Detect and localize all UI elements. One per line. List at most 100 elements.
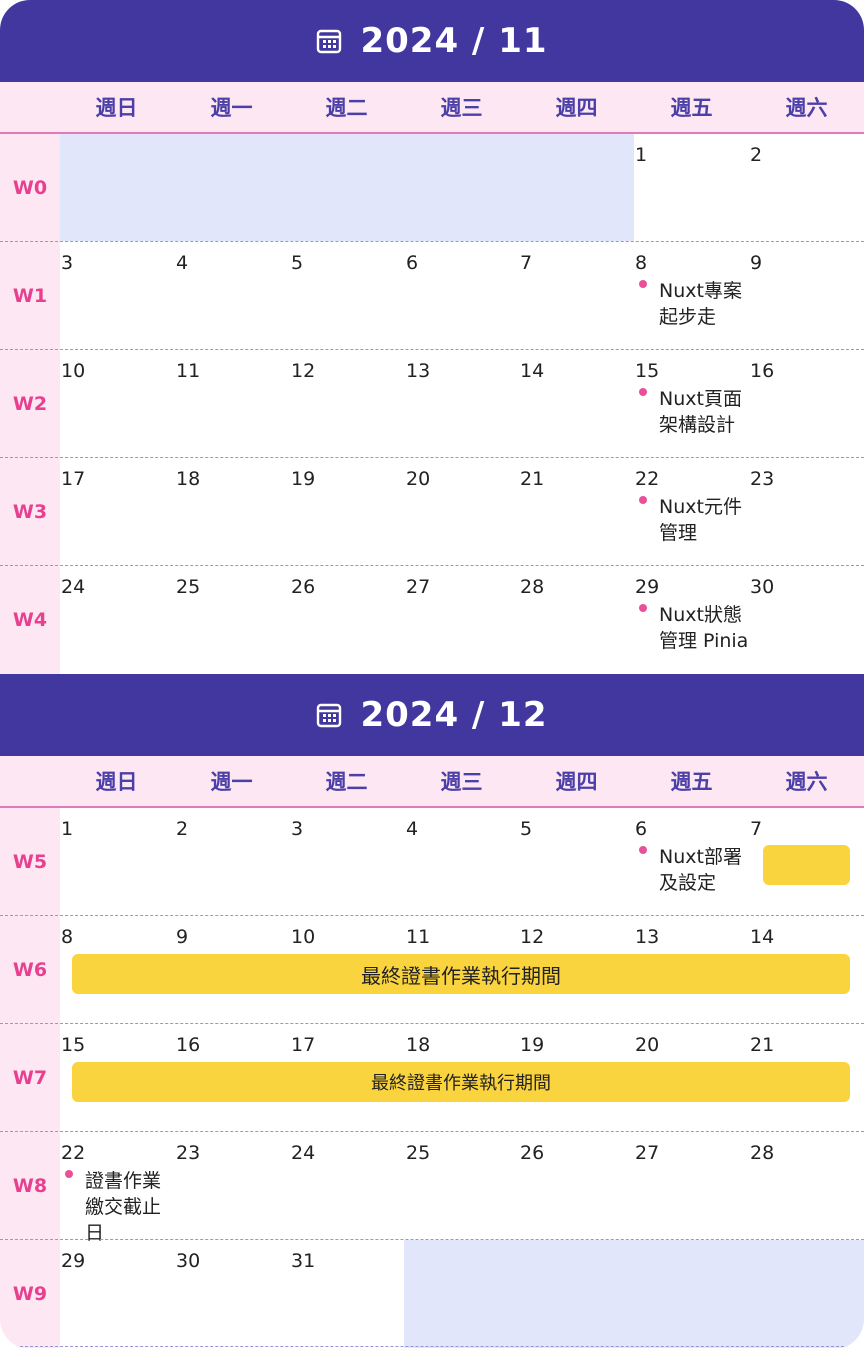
- month-november: 2024 / 11 週日 週一 週二 週三 週四 週五 週六 W0 1 2 W1…: [0, 0, 864, 674]
- weekday-label: 週五: [670, 96, 713, 120]
- week-divider: [0, 1131, 864, 1132]
- event-dot: [639, 496, 647, 504]
- event-line: 證書作業: [85, 1170, 162, 1192]
- event-dot: [65, 1170, 73, 1178]
- day-number[interactable]: 20: [406, 468, 431, 490]
- week-divider: [0, 1346, 864, 1347]
- day-number[interactable]: 23: [750, 468, 775, 490]
- day-number[interactable]: 5: [520, 818, 533, 840]
- day-number[interactable]: 22: [61, 1142, 86, 1164]
- event-line: Nuxt部署: [659, 846, 742, 868]
- day-number[interactable]: 15: [635, 360, 660, 382]
- day-number[interactable]: 3: [61, 252, 74, 274]
- day-number[interactable]: 16: [176, 1034, 201, 1056]
- week-label: W8: [0, 1132, 60, 1240]
- day-number[interactable]: 31: [291, 1250, 316, 1272]
- day-number[interactable]: 27: [406, 576, 431, 598]
- day-number[interactable]: 29: [635, 576, 660, 598]
- event-item[interactable]: Nuxt元件 管理: [659, 494, 764, 546]
- day-number[interactable]: 24: [291, 1142, 316, 1164]
- month-header: 2024 / 12: [0, 674, 864, 756]
- month-title: 2024 / 11: [360, 21, 548, 61]
- day-number[interactable]: 13: [406, 360, 431, 382]
- day-number[interactable]: 13: [635, 926, 660, 948]
- week-label: W6: [0, 916, 60, 1024]
- day-number[interactable]: 10: [291, 926, 316, 948]
- weekday-label: 週日: [95, 96, 138, 120]
- week-divider: [0, 1239, 864, 1240]
- day-number[interactable]: 10: [61, 360, 86, 382]
- day-number[interactable]: 7: [520, 252, 533, 274]
- event-line: Nuxt頁面: [659, 388, 742, 410]
- day-number[interactable]: 26: [291, 576, 316, 598]
- day-number[interactable]: 27: [635, 1142, 660, 1164]
- day-number[interactable]: 29: [61, 1250, 86, 1272]
- day-number[interactable]: 4: [176, 252, 189, 274]
- event-line: Nuxt狀態: [659, 604, 742, 626]
- day-number[interactable]: 16: [750, 360, 775, 382]
- day-number[interactable]: 14: [520, 360, 545, 382]
- event-item[interactable]: Nuxt專案 起步走: [659, 278, 764, 330]
- weekday-label: 週四: [555, 96, 598, 120]
- day-number[interactable]: 1: [635, 144, 648, 166]
- day-number[interactable]: 22: [635, 468, 660, 490]
- day-number[interactable]: 23: [176, 1142, 201, 1164]
- day-number[interactable]: 8: [635, 252, 648, 274]
- day-number[interactable]: 9: [176, 926, 189, 948]
- day-number[interactable]: 7: [750, 818, 763, 840]
- week-label: W9: [0, 1240, 60, 1348]
- day-number[interactable]: 20: [635, 1034, 660, 1056]
- event-bar[interactable]: 最終證書作業執行期間: [72, 1062, 850, 1102]
- event-item[interactable]: 證書作業 繳交截止 日: [85, 1168, 185, 1246]
- event-item[interactable]: Nuxt頁面 架構設計: [659, 386, 764, 438]
- empty-cells: [60, 134, 634, 241]
- day-number[interactable]: 18: [176, 468, 201, 490]
- day-number[interactable]: 19: [520, 1034, 545, 1056]
- event-item[interactable]: Nuxt狀態 管理 Pinia: [659, 602, 764, 654]
- day-number[interactable]: 18: [406, 1034, 431, 1056]
- day-number[interactable]: 11: [176, 360, 201, 382]
- day-number[interactable]: 26: [520, 1142, 545, 1164]
- week-row: W6 8 9 10 11 12 13 14 最終證書作業執行期間: [0, 916, 864, 1024]
- week-row: W4 24 25 26 27 28 29 30 Nuxt狀態 管理 Pinia: [0, 566, 864, 674]
- day-number[interactable]: 2: [176, 818, 189, 840]
- weekday-label: 週日: [95, 770, 138, 794]
- day-number[interactable]: 1: [61, 818, 74, 840]
- week-row: W1 3 4 5 6 7 8 9 Nuxt專案 起步走: [0, 242, 864, 350]
- day-number[interactable]: 19: [291, 468, 316, 490]
- day-number[interactable]: 3: [291, 818, 304, 840]
- day-number[interactable]: 25: [176, 576, 201, 598]
- day-number[interactable]: 17: [61, 468, 86, 490]
- day-number[interactable]: 8: [61, 926, 74, 948]
- event-line: 架構設計: [659, 414, 736, 436]
- day-number[interactable]: 6: [635, 818, 648, 840]
- day-number[interactable]: 12: [291, 360, 316, 382]
- event-item[interactable]: Nuxt部署 及設定: [659, 844, 764, 896]
- day-number[interactable]: 30: [750, 576, 775, 598]
- day-number[interactable]: 2: [750, 144, 763, 166]
- day-number[interactable]: 6: [406, 252, 419, 274]
- day-number[interactable]: 11: [406, 926, 431, 948]
- week-divider: [0, 915, 864, 916]
- day-number[interactable]: 24: [61, 576, 86, 598]
- day-number[interactable]: 21: [520, 468, 545, 490]
- week-divider: [0, 1023, 864, 1024]
- day-number[interactable]: 25: [406, 1142, 431, 1164]
- event-line: 日: [85, 1222, 105, 1244]
- event-bar[interactable]: 最終證書作業執行期間: [72, 954, 850, 994]
- day-number[interactable]: 4: [406, 818, 419, 840]
- day-number[interactable]: 17: [291, 1034, 316, 1056]
- day-number[interactable]: 14: [750, 926, 775, 948]
- day-number[interactable]: 21: [750, 1034, 775, 1056]
- day-number[interactable]: 5: [291, 252, 304, 274]
- day-number[interactable]: 15: [61, 1034, 86, 1056]
- weekday-label: 週二: [325, 96, 368, 120]
- week-row: W9 29 30 31: [0, 1240, 864, 1348]
- day-number[interactable]: 12: [520, 926, 545, 948]
- day-number[interactable]: 28: [520, 576, 545, 598]
- weekday-label: 週六: [785, 770, 828, 794]
- event-bar[interactable]: [763, 845, 850, 885]
- day-number[interactable]: 30: [176, 1250, 201, 1272]
- day-number[interactable]: 28: [750, 1142, 775, 1164]
- day-number[interactable]: 9: [750, 252, 763, 274]
